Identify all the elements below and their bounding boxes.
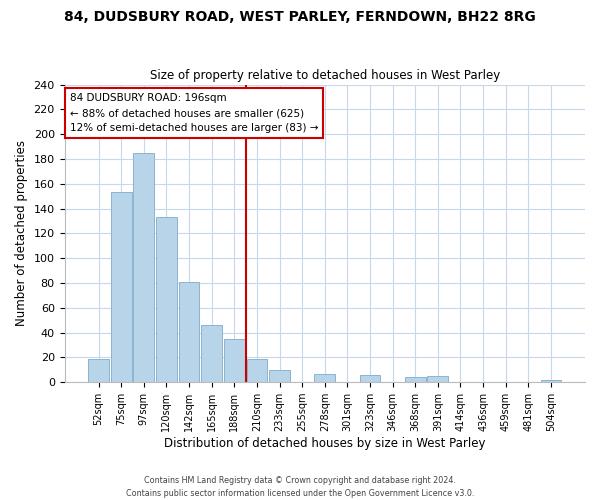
Bar bbox=[88, 358, 109, 382]
Bar bbox=[314, 374, 335, 382]
Bar bbox=[133, 153, 154, 382]
Bar bbox=[224, 339, 245, 382]
X-axis label: Distribution of detached houses by size in West Parley: Distribution of detached houses by size … bbox=[164, 437, 485, 450]
Bar bbox=[247, 358, 268, 382]
Bar bbox=[179, 282, 199, 382]
Text: Contains HM Land Registry data © Crown copyright and database right 2024.
Contai: Contains HM Land Registry data © Crown c… bbox=[126, 476, 474, 498]
Bar bbox=[201, 325, 222, 382]
Bar bbox=[359, 375, 380, 382]
Bar bbox=[541, 380, 562, 382]
Title: Size of property relative to detached houses in West Parley: Size of property relative to detached ho… bbox=[149, 69, 500, 82]
Bar bbox=[427, 376, 448, 382]
Bar bbox=[111, 192, 131, 382]
Text: 84 DUDSBURY ROAD: 196sqm
← 88% of detached houses are smaller (625)
12% of semi-: 84 DUDSBURY ROAD: 196sqm ← 88% of detach… bbox=[70, 94, 318, 133]
Y-axis label: Number of detached properties: Number of detached properties bbox=[15, 140, 28, 326]
Bar bbox=[156, 218, 177, 382]
Bar bbox=[269, 370, 290, 382]
Bar bbox=[405, 378, 425, 382]
Text: 84, DUDSBURY ROAD, WEST PARLEY, FERNDOWN, BH22 8RG: 84, DUDSBURY ROAD, WEST PARLEY, FERNDOWN… bbox=[64, 10, 536, 24]
